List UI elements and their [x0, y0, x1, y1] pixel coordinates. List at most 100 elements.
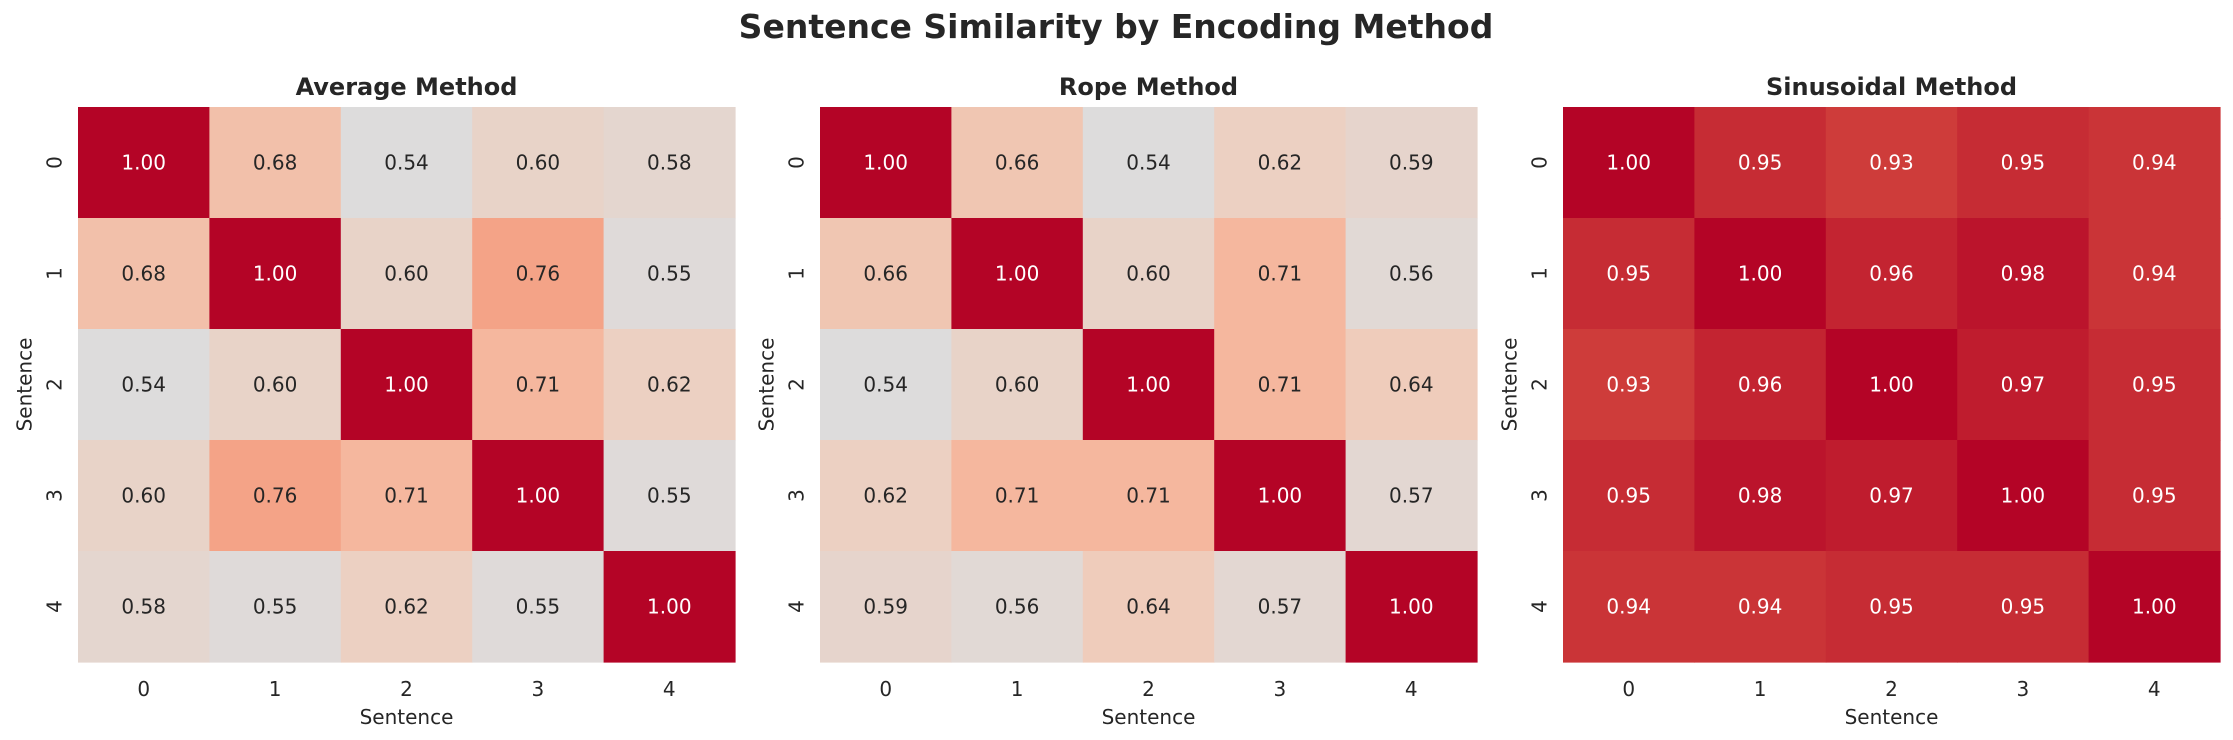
cell-value-label: 0.55 — [516, 595, 561, 619]
heatmap-cell — [1345, 107, 1478, 219]
y-tick-label: 0 — [1528, 156, 1552, 169]
heatmap-cell — [1694, 329, 1827, 441]
heatmap-cell — [2088, 218, 2221, 330]
cell-value-label: 1.00 — [1869, 373, 1914, 397]
cell-value-label: 0.76 — [253, 484, 298, 508]
heatmap-cell — [1082, 551, 1215, 663]
cell-value-label: 0.71 — [1126, 484, 1171, 508]
heatmap-cell — [1957, 551, 2090, 663]
y-tick-label: 1 — [785, 267, 809, 280]
cell-value-label: 0.94 — [2132, 262, 2177, 286]
heatmap-cell — [2088, 329, 2221, 441]
heatmap-cell — [951, 107, 1084, 219]
x-tick-label: 4 — [2148, 677, 2161, 701]
cell-value-label: 0.71 — [384, 484, 429, 508]
cell-value-label: 0.96 — [1738, 373, 1783, 397]
heatmap-cell — [340, 107, 473, 219]
heatmap-cell — [1345, 218, 1478, 330]
panel-title: Average Method — [296, 73, 518, 101]
heatmap-cell — [472, 440, 605, 552]
cell-value-label: 0.64 — [1389, 373, 1434, 397]
cell-value-label: 1.00 — [1126, 373, 1171, 397]
heatmap-panel: Average Method 1.00 0.68 0.54 0.60 0.58 0.68 1.… — [13, 73, 736, 729]
heatmap-cell — [951, 551, 1084, 663]
y-tick-label: 4 — [1528, 600, 1552, 613]
cell-value-label: 0.94 — [1738, 595, 1783, 619]
y-tick-label: 3 — [1528, 489, 1552, 502]
heatmap-cell — [1694, 107, 1827, 219]
heatmap-cell — [1825, 329, 1958, 441]
heatmap-cell — [1694, 551, 1827, 663]
y-axis-label: Sentence — [13, 338, 37, 432]
cell-value-label: 0.93 — [1869, 151, 1914, 175]
heatmap-cell — [78, 218, 210, 330]
heatmap-panel: Sinusoidal Method 1.00 0.95 0.93 0.95 0.94 0.9… — [1498, 73, 2221, 729]
cell-value-label: 0.97 — [1869, 484, 1914, 508]
heatmap-cell — [603, 440, 736, 552]
heatmap-cell — [78, 551, 210, 663]
heatmap-cell — [340, 218, 473, 330]
cell-value-label: 0.68 — [253, 151, 298, 175]
x-axis-label: Sentence — [1845, 705, 1939, 729]
y-tick-label: 4 — [785, 600, 809, 613]
heatmap-cell — [209, 107, 342, 219]
heatmap-cell — [78, 440, 210, 552]
heatmap-cell — [1214, 551, 1347, 663]
cell-value-label: 0.95 — [1738, 151, 1783, 175]
heatmap-cell — [340, 551, 473, 663]
cell-value-label: 0.59 — [1389, 151, 1434, 175]
cell-value-label: 0.71 — [995, 484, 1040, 508]
heatmap-cell — [472, 551, 605, 663]
heatmap-cell — [603, 107, 736, 219]
cell-value-label: 1.00 — [647, 595, 692, 619]
heatmap-cell — [1563, 107, 1695, 219]
heatmap-cell — [1957, 107, 2090, 219]
heatmap-cell — [820, 551, 952, 663]
heatmap-cell — [209, 551, 342, 663]
y-tick-label: 1 — [43, 267, 67, 280]
heatmap-cell — [1214, 440, 1347, 552]
heatmap-panel: Rope Method 1.00 0.66 0.54 0.62 0.59 0.66 1.00 0… — [755, 73, 1478, 729]
cell-value-label: 0.57 — [1389, 484, 1434, 508]
cell-value-label: 1.00 — [253, 262, 298, 286]
heatmap-cell — [1345, 440, 1478, 552]
heatmap-cell — [209, 329, 342, 441]
y-axis-label: Sentence — [1498, 338, 1522, 432]
heatmap-cell — [603, 551, 736, 663]
x-tick-label: 2 — [400, 677, 413, 701]
x-tick-label: 0 — [879, 677, 892, 701]
cell-value-label: 0.58 — [121, 595, 166, 619]
x-tick-label: 4 — [1405, 677, 1418, 701]
heatmap-cell — [1082, 440, 1215, 552]
heatmap-cell — [1694, 440, 1827, 552]
heatmap-cell — [2088, 551, 2221, 663]
cell-value-label: 0.54 — [1126, 151, 1171, 175]
x-tick-label: 0 — [137, 677, 150, 701]
cell-value-label: 0.58 — [647, 151, 692, 175]
cell-value-label: 0.71 — [516, 373, 561, 397]
heatmap-cell — [603, 218, 736, 330]
cell-value-label: 0.62 — [384, 595, 429, 619]
cell-value-label: 0.97 — [2001, 373, 2046, 397]
heatmap-cell — [2088, 107, 2221, 219]
y-tick-label: 2 — [785, 378, 809, 391]
cell-value-label: 0.56 — [1389, 262, 1434, 286]
cell-value-label: 0.57 — [1258, 595, 1303, 619]
cell-value-label: 0.95 — [1606, 484, 1651, 508]
cell-value-label: 0.54 — [384, 151, 429, 175]
x-tick-label: 1 — [1754, 677, 1767, 701]
heatmap-cell — [1825, 218, 1958, 330]
heatmap-cell — [1082, 329, 1215, 441]
x-tick-label: 3 — [532, 677, 545, 701]
cell-value-label: 0.64 — [1126, 595, 1171, 619]
heatmap-cell — [209, 440, 342, 552]
x-axis-label: Sentence — [360, 705, 454, 729]
cell-value-label: 0.71 — [1258, 262, 1303, 286]
heatmap-cell — [820, 107, 952, 219]
heatmap-cell — [1214, 329, 1347, 441]
cell-value-label: 0.60 — [121, 484, 166, 508]
y-tick-label: 2 — [1528, 378, 1552, 391]
y-tick-label: 2 — [43, 378, 67, 391]
cell-value-label: 0.54 — [863, 373, 908, 397]
cell-value-label: 0.95 — [2001, 151, 2046, 175]
